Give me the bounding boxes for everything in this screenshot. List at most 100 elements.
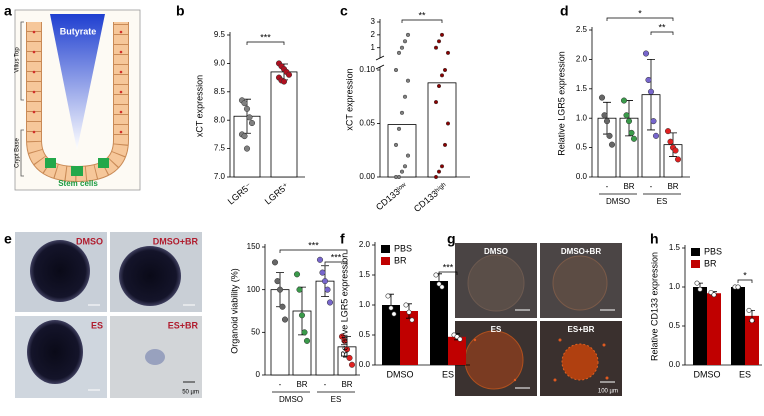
data-point xyxy=(442,67,448,73)
image-label: ES+BR xyxy=(568,325,595,334)
x-tick-label: BR xyxy=(667,182,678,191)
y-tick-label: 0.0 xyxy=(359,360,371,369)
panel-label: g xyxy=(447,231,456,247)
legend-label: BR xyxy=(394,255,407,265)
x-tick-label: - xyxy=(324,380,327,389)
data-point xyxy=(403,302,409,308)
panel-label: e xyxy=(4,231,12,247)
panel-label: d xyxy=(560,3,569,19)
group-label: DMSO xyxy=(606,197,630,206)
image-label: ES xyxy=(91,320,103,330)
diagram-label: Villus Top xyxy=(15,47,21,73)
data-point xyxy=(735,284,741,290)
data-point xyxy=(436,169,442,174)
panel-label: b xyxy=(176,3,185,19)
data-point xyxy=(319,269,326,276)
y-tick-label: 0.10 xyxy=(359,65,375,74)
data-point xyxy=(396,50,402,55)
panel-label: h xyxy=(650,231,659,247)
data-point xyxy=(405,153,411,158)
data-point xyxy=(348,361,356,368)
y-axis-label: Relative LGR5 expression xyxy=(339,253,349,358)
legend-swatch xyxy=(691,260,700,268)
data-point xyxy=(393,67,399,73)
data-point xyxy=(630,135,638,142)
axis-break xyxy=(375,55,385,61)
data-point xyxy=(697,286,703,292)
y-tick-label: 8.5 xyxy=(214,87,226,96)
data-point xyxy=(248,119,256,127)
x-tick-label: ES xyxy=(739,369,751,379)
x-tick-label: DMSO xyxy=(694,369,721,379)
legend-label: BR xyxy=(704,258,717,268)
data-point xyxy=(341,337,348,344)
data-point xyxy=(321,278,329,285)
data-point xyxy=(606,132,613,139)
data-point xyxy=(385,293,391,299)
data-point xyxy=(608,141,616,148)
image-label: DMSO xyxy=(76,236,103,246)
y-axis-label: xCT expression xyxy=(344,68,354,130)
data-point xyxy=(672,147,679,154)
scale-bar-label: 100 µm xyxy=(598,389,618,395)
group-label: ES xyxy=(331,395,342,404)
data-point xyxy=(645,76,652,84)
x-tick-label: BR xyxy=(296,380,307,389)
data-point xyxy=(625,118,633,125)
data-point xyxy=(409,317,415,323)
data-point xyxy=(298,312,306,319)
data-point xyxy=(694,280,700,286)
crypt-diagram xyxy=(14,9,141,191)
significance-label: ** xyxy=(418,10,426,20)
y-tick-label: 0.5 xyxy=(669,321,681,330)
y-tick-label: 100 xyxy=(247,285,261,294)
data-point xyxy=(405,78,411,83)
y-tick-label: 2.5 xyxy=(576,25,588,34)
data-point xyxy=(393,142,399,147)
y-tick-label: 3 xyxy=(371,17,376,26)
data-point xyxy=(324,286,331,293)
y-tick-label: 2.0 xyxy=(576,55,588,64)
data-point xyxy=(296,286,303,293)
diagram-label: Stem cells xyxy=(58,179,98,188)
data-point xyxy=(396,174,402,180)
data-point xyxy=(274,278,281,285)
data-point xyxy=(406,309,412,315)
data-point xyxy=(271,259,279,266)
y-tick-label: 9.0 xyxy=(214,59,226,68)
data-point xyxy=(652,132,660,139)
data-point xyxy=(601,112,608,119)
y-tick-label: 2 xyxy=(371,30,376,39)
data-point xyxy=(667,138,674,145)
image-label: ES xyxy=(491,325,502,334)
y-tick-label: 0.5 xyxy=(576,143,588,152)
bar xyxy=(448,336,466,365)
data-point xyxy=(439,164,445,169)
significance-bracket xyxy=(737,279,753,283)
y-tick-label: 0.5 xyxy=(359,330,371,339)
data-point xyxy=(399,169,405,174)
panel-label: a xyxy=(4,3,12,19)
data-point xyxy=(276,286,284,293)
data-point xyxy=(241,100,248,107)
bar xyxy=(400,311,418,365)
bar xyxy=(745,315,759,365)
x-tick-label: LGR5⁻ xyxy=(226,181,254,207)
data-point xyxy=(243,145,251,152)
image-label: DMSO+BR xyxy=(153,236,199,246)
data-point xyxy=(405,32,411,37)
group-label: DMSO xyxy=(279,395,303,404)
legend-label: PBS xyxy=(704,246,722,256)
significance-bracket xyxy=(246,41,285,45)
y-tick-label: 1.5 xyxy=(576,84,588,93)
significance-bracket xyxy=(438,271,458,275)
image-label: DMSO xyxy=(484,247,508,256)
data-point xyxy=(749,318,755,324)
data-point xyxy=(457,336,463,342)
data-point xyxy=(433,174,439,180)
data-point xyxy=(436,281,442,287)
x-tick-label: BR xyxy=(623,182,634,191)
x-tick-label: DMSO xyxy=(387,369,414,379)
y-tick-label: 8.0 xyxy=(214,115,226,124)
data-point xyxy=(439,73,445,78)
